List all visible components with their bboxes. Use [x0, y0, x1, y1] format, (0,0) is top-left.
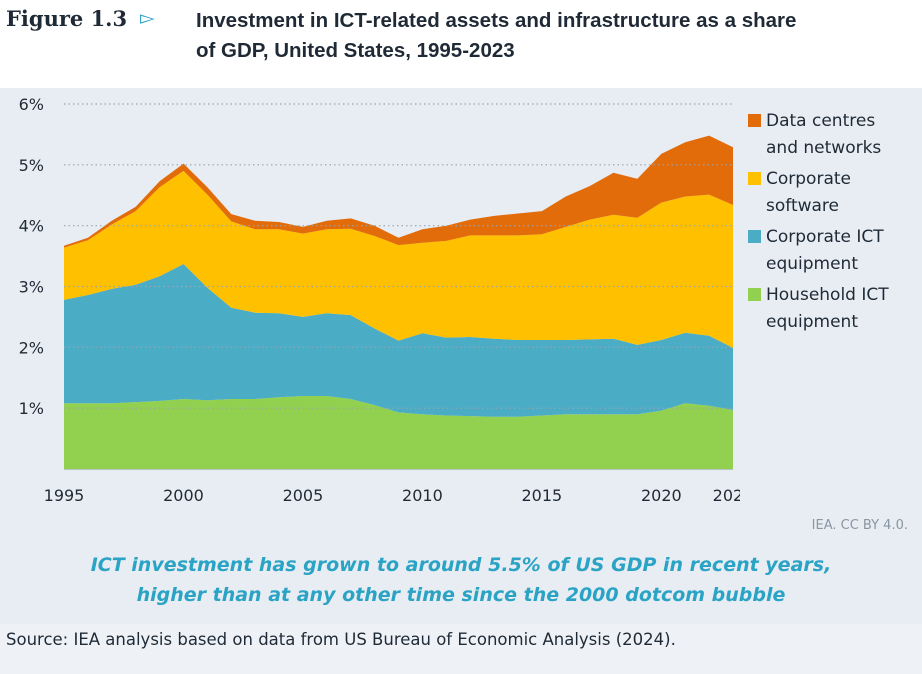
y-tick-label: 5% [19, 156, 44, 175]
takeaway-text: ICT investment has grown to around 5.5% … [0, 550, 922, 610]
legend-item: Corporate ICT equipment [748, 224, 918, 278]
x-tick-label: 1995 [44, 486, 85, 505]
y-tick-label: 1% [19, 399, 44, 418]
figure-label: Figure 1.3 [6, 6, 128, 31]
figure-title: Investment in ICT-related assets and inf… [196, 6, 916, 66]
area-series-2 [64, 264, 733, 417]
figure-header: Figure 1.3 ▻ Investment in ICT-related a… [0, 0, 922, 88]
x-tick-label: 2015 [521, 486, 562, 505]
takeaway-line-2: higher than at any other time since the … [136, 584, 786, 606]
legend-label: Corporate ICT equipment [766, 227, 884, 274]
chart-panel: 1% 2% 3% 4% 5% 6% 1995 2000 2005 2010 2015 2020 2023… [0, 88, 922, 624]
area-series-3 [64, 170, 733, 348]
source-note: Source: IEA analysis based on data from … [6, 630, 676, 649]
area-series-4 [64, 135, 733, 248]
legend-item: Data centres and networks [748, 108, 918, 162]
legend-swatch [748, 114, 761, 127]
legend-label: Household ICT equipment [766, 285, 889, 332]
area-series-1 [64, 396, 733, 469]
y-tick-label: 2% [19, 338, 44, 357]
legend: Data centres and networks Corporate softw… [748, 108, 918, 340]
takeaway-line-1: ICT investment has grown to around 5.5% … [90, 554, 832, 576]
triangle-arrow-icon: ▻ [140, 8, 155, 29]
x-tick-label: 2023 [713, 486, 740, 505]
legend-item: Household ICT equipment [748, 282, 918, 336]
x-tick-label: 2010 [402, 486, 443, 505]
legend-swatch [748, 230, 761, 243]
title-line-1: Investment in ICT-related assets and inf… [196, 9, 797, 32]
y-tick-label: 3% [19, 278, 44, 297]
x-tick-label: 2020 [641, 486, 682, 505]
title-line-2: of GDP, United States, 1995-2023 [196, 39, 515, 62]
legend-item: Corporate software [748, 166, 918, 220]
x-tick-label: 2000 [163, 486, 204, 505]
y-tick-label: 4% [19, 217, 44, 236]
legend-swatch [748, 172, 761, 185]
attribution: IEA. CC BY 4.0. [811, 518, 908, 533]
stacked-area-chart: 1% 2% 3% 4% 5% 6% 1995 2000 2005 2010 2015 2020 2023 [19, 95, 740, 505]
y-tick-label: 6% [19, 95, 44, 114]
legend-swatch [748, 288, 761, 301]
x-tick-label: 2005 [283, 486, 324, 505]
legend-label: Corporate software [766, 169, 851, 216]
legend-label: Data centres and networks [766, 111, 882, 158]
